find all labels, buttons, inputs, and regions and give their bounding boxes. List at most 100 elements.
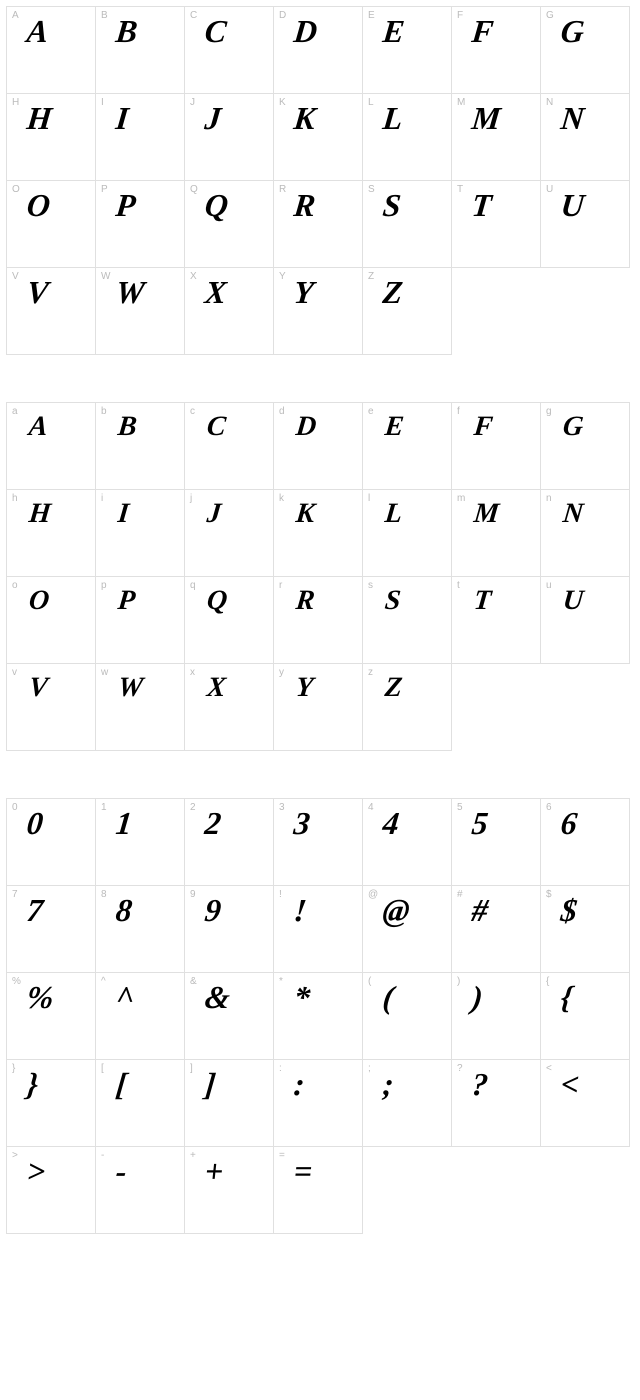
glyph-cell: wW (95, 663, 185, 751)
cell-label: $ (546, 889, 552, 900)
cell-label: 8 (101, 889, 107, 900)
glyph-chart-numbers-symbols: 00112233445566778899!!@@##$$%%^^&&**(())… (6, 798, 634, 1233)
cell-label: W (101, 271, 110, 282)
cell-label: * (279, 976, 283, 987)
cell-label: v (12, 667, 17, 678)
glyph-cell: aA (6, 402, 96, 490)
cell-label: J (190, 97, 195, 108)
glyph-display: J (206, 500, 223, 528)
glyph-cell: 33 (273, 798, 363, 886)
glyph-display: O (25, 189, 51, 221)
glyph-cell: NN (540, 93, 630, 181)
glyph-display: 3 (292, 807, 311, 839)
glyph-chart-lowercase: aAbBcCdDeEfFgGhHiIjJkKlLmMnNoOpPqQrRsStT… (6, 402, 634, 750)
glyph-cell: oO (6, 576, 96, 664)
glyph-cell: 99 (184, 885, 274, 973)
glyph-cell: mM (451, 489, 541, 577)
glyph-cell: @@ (362, 885, 452, 973)
cell-label: k (279, 493, 284, 504)
glyph-cell: == (273, 1146, 363, 1234)
glyph-display: T (470, 189, 493, 221)
glyph-display: V (25, 276, 50, 308)
glyph-cell: OO (6, 180, 96, 268)
cell-label: ] (190, 1063, 193, 1074)
cell-label: ; (368, 1063, 371, 1074)
glyph-display: - (114, 1155, 128, 1187)
glyph-display: : (292, 1068, 306, 1100)
glyph-display: T (473, 587, 493, 615)
cell-label: 9 (190, 889, 196, 900)
glyph-display: P (117, 587, 137, 615)
glyph-cell: QQ (184, 180, 274, 268)
glyph-cell: !! (273, 885, 363, 973)
glyph-cell: eE (362, 402, 452, 490)
glyph-display: L (384, 500, 404, 528)
cell-label: e (368, 406, 374, 417)
cell-label: L (368, 97, 374, 108)
glyph-display: I (114, 102, 130, 134)
cell-label: M (457, 97, 465, 108)
glyph-display: W (117, 674, 145, 702)
glyph-display: G (562, 413, 585, 441)
glyph-display: N (562, 500, 585, 528)
glyph-display: Z (384, 674, 404, 702)
glyph-display: F (473, 413, 495, 441)
glyph-display: 1 (114, 807, 133, 839)
glyph-cell: lL (362, 489, 452, 577)
glyph-cell: SS (362, 180, 452, 268)
cell-label: j (190, 493, 192, 504)
cell-label: E (368, 10, 375, 21)
glyph-cell: ;; (362, 1059, 452, 1147)
cell-label: l (368, 493, 370, 504)
glyph-cell: XX (184, 267, 274, 355)
glyph-cell: 77 (6, 885, 96, 973)
glyph-cell: tT (451, 576, 541, 664)
cell-label: 4 (368, 802, 374, 813)
cell-label: [ (101, 1063, 104, 1074)
cell-label: H (12, 97, 19, 108)
cell-label: @ (368, 889, 378, 900)
cell-label: F (457, 10, 463, 21)
cell-label: d (279, 406, 285, 417)
cell-label: ( (368, 976, 371, 987)
cell-label: q (190, 580, 196, 591)
glyph-cell: pP (95, 576, 185, 664)
glyph-cell: zZ (362, 663, 452, 751)
glyph-cell: iI (95, 489, 185, 577)
cell-label: - (101, 1150, 104, 1161)
glyph-display: M (470, 102, 502, 134)
glyph-cell: RR (273, 180, 363, 268)
cell-label: ? (457, 1063, 463, 1074)
cell-label: U (546, 184, 553, 195)
glyph-cell: CC (184, 6, 274, 94)
glyph-display: [ (114, 1068, 128, 1100)
cell-label: f (457, 406, 460, 417)
cell-label: P (101, 184, 108, 195)
glyph-cell: BB (95, 6, 185, 94)
glyph-display: F (470, 15, 495, 47)
glyph-display: X (206, 674, 228, 702)
cell-label: N (546, 97, 553, 108)
glyph-display: & (203, 981, 231, 1013)
glyph-display: E (384, 413, 406, 441)
glyph-cell: 55 (451, 798, 541, 886)
glyph-cell: :: (273, 1059, 363, 1147)
cell-label: ! (279, 889, 282, 900)
glyph-cell: }} (6, 1059, 96, 1147)
glyph-cell: GG (540, 6, 630, 94)
cell-label: < (546, 1063, 552, 1074)
glyph-display: # (470, 894, 489, 926)
glyph-display: N (559, 102, 585, 134)
cell-label: x (190, 667, 195, 678)
glyph-cell: 66 (540, 798, 630, 886)
glyph-display: % (25, 981, 55, 1013)
cell-label: B (101, 10, 108, 21)
cell-label: D (279, 10, 286, 21)
cell-label: m (457, 493, 465, 504)
glyph-cell: jJ (184, 489, 274, 577)
cell-label: z (368, 667, 373, 678)
glyph-display: R (292, 189, 317, 221)
glyph-cell: )) (451, 972, 541, 1060)
glyph-cell: JJ (184, 93, 274, 181)
glyph-display: Z (381, 276, 404, 308)
